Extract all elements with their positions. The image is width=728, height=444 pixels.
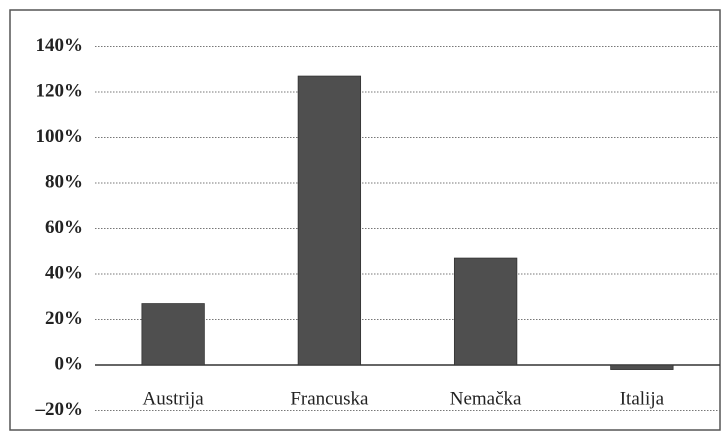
chart-frame [9,9,721,431]
y-tick-label: 120% [36,80,84,101]
x-tick-label: Nemačka [450,388,522,409]
y-tick-label: 140% [36,35,84,56]
y-tick-label: 100% [36,126,84,147]
y-tick-label: 80% [45,171,83,192]
x-tick-label: Francuska [290,388,369,409]
y-tick-label: 20% [45,308,83,329]
y-tick-label: 0% [55,353,84,374]
bar [141,303,205,366]
bar [610,364,674,370]
bar [453,257,518,366]
x-tick-label: Italija [620,388,665,409]
y-tick-label: 60% [45,217,83,238]
y-tick-label: –20% [35,399,84,420]
x-tick-label: Austrija [143,388,205,409]
bar [297,75,362,366]
y-tick-label: 40% [45,262,83,283]
